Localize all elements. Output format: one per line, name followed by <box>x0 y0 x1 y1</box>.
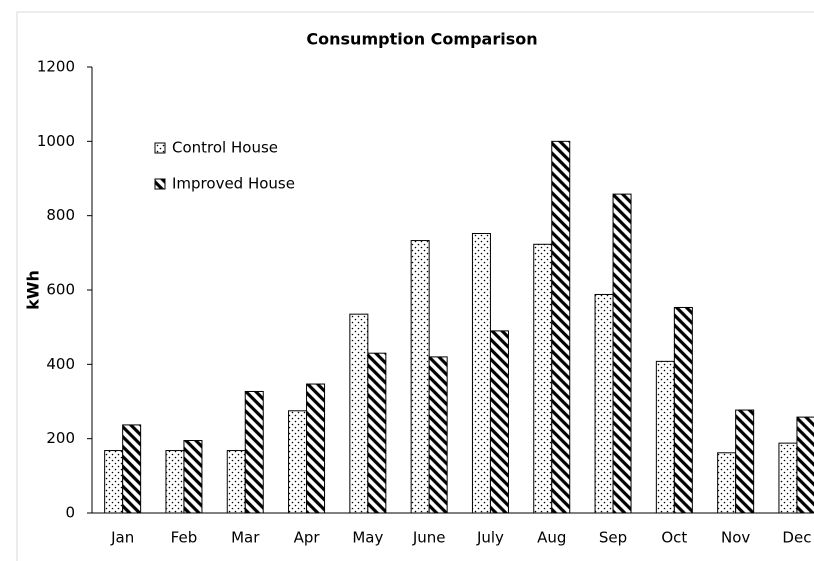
bar <box>288 410 308 514</box>
bar <box>226 450 246 514</box>
y-tick-label: 0 <box>65 504 75 522</box>
bar <box>612 193 632 514</box>
bar <box>104 450 124 514</box>
y-tick-label: 1000 <box>37 132 75 150</box>
x-tick-label: Oct <box>661 529 687 547</box>
bar <box>655 360 675 514</box>
bar <box>489 330 509 514</box>
bar <box>349 313 369 514</box>
legend-swatch <box>154 178 166 190</box>
y-tick-label: 1200 <box>37 58 75 76</box>
bar <box>796 416 814 514</box>
y-tick-label: 800 <box>46 206 75 224</box>
bar <box>244 390 264 514</box>
bar <box>717 452 737 514</box>
bar <box>367 352 387 514</box>
bar <box>165 450 185 514</box>
bar <box>551 140 571 514</box>
bar <box>533 243 553 514</box>
bar <box>306 383 326 514</box>
y-tick-label: 400 <box>46 355 75 373</box>
y-tick-label: 200 <box>46 429 75 447</box>
bar <box>594 293 614 514</box>
y-axis-label: kWh <box>24 270 43 310</box>
x-tick-label: Nov <box>721 529 750 547</box>
bar <box>735 409 755 514</box>
bar <box>673 306 693 514</box>
bar <box>183 440 203 514</box>
x-tick-label: Apr <box>294 529 321 547</box>
x-tick-label: Jan <box>110 529 134 547</box>
bar <box>471 233 491 514</box>
y-tick-label: 600 <box>46 281 75 299</box>
x-tick-label: Mar <box>231 529 260 547</box>
legend-label: Control House <box>172 139 278 157</box>
chart-title: Consumption Comparison <box>306 30 537 49</box>
legend-swatch <box>154 142 166 154</box>
x-tick-label: Aug <box>537 529 566 547</box>
bar <box>428 356 448 514</box>
x-tick-label: July <box>476 529 504 547</box>
bar <box>778 442 798 514</box>
bar <box>410 240 430 514</box>
x-tick-label: Sep <box>599 529 627 547</box>
chart-frame <box>16 11 814 561</box>
x-tick-label: May <box>352 529 383 547</box>
bar <box>122 424 142 514</box>
legend-label: Improved House <box>172 175 295 193</box>
x-tick-label: June <box>412 529 446 547</box>
x-tick-label: Dec <box>782 529 811 547</box>
x-tick-label: Feb <box>171 529 198 547</box>
